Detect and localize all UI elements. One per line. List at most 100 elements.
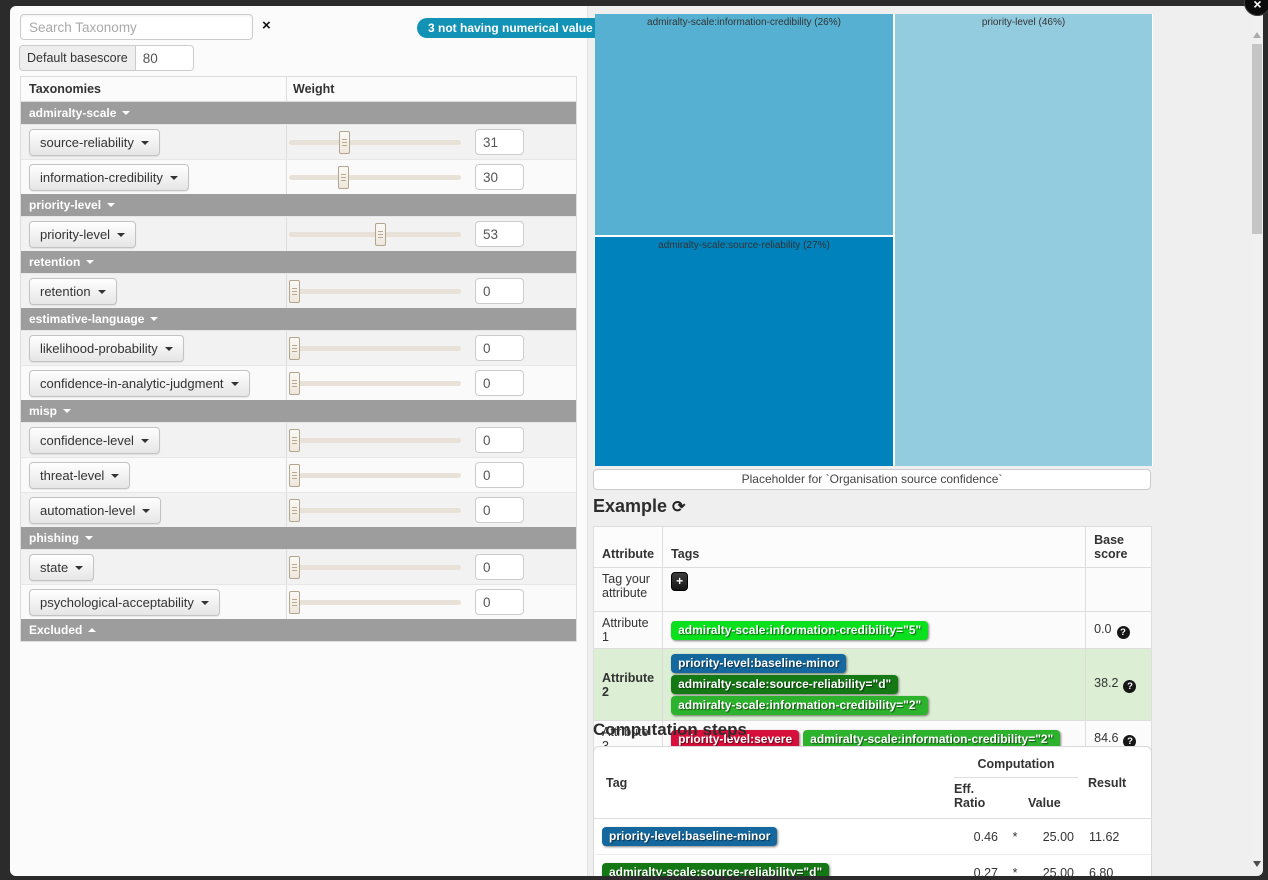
weight-slider[interactable]: [289, 556, 461, 579]
search-input[interactable]: [20, 14, 253, 40]
weight-input[interactable]: [475, 427, 524, 453]
taxonomy-predicate-label: state: [40, 560, 69, 575]
example-section-title: Example ⟳: [593, 496, 685, 517]
tag-chip[interactable]: admiralty-scale:information-credibility=…: [671, 620, 929, 640]
weight-slider[interactable]: [289, 499, 461, 522]
computation-step-row: admiralty-scale:source-reliability="d" 0.…: [594, 854, 1151, 876]
weight-slider[interactable]: [289, 372, 461, 395]
taxonomy-predicate-label: confidence-level: [40, 433, 134, 448]
treemap-cell[interactable]: admiralty-scale:information-credibility …: [595, 14, 893, 235]
slider-handle[interactable]: [289, 280, 300, 303]
slider-handle[interactable]: [289, 464, 300, 487]
taxonomy-predicate-dropdown[interactable]: retention: [29, 278, 117, 305]
refresh-icon[interactable]: ⟳: [672, 499, 686, 516]
weight-input[interactable]: [475, 554, 524, 580]
taxonomy-group-name: estimative-language: [29, 312, 145, 326]
weight-input[interactable]: [475, 370, 524, 396]
slider-handle[interactable]: [289, 499, 300, 522]
taxonomy-group-header[interactable]: phishing: [21, 527, 576, 549]
chevron-down-icon: [63, 409, 72, 413]
treemap-cell[interactable]: admiralty-scale:source-reliability (27%): [595, 237, 893, 466]
taxonomy-group-header[interactable]: estimative-language: [21, 308, 576, 330]
taxonomy-predicate-dropdown[interactable]: priority-level: [29, 221, 137, 248]
weight-input[interactable]: [475, 221, 524, 247]
tag-chip[interactable]: priority-level:severe: [671, 729, 800, 749]
slider-handle[interactable]: [375, 223, 386, 246]
slider-handle[interactable]: [289, 556, 300, 579]
weight-slider[interactable]: [289, 591, 461, 614]
weight-input[interactable]: [475, 278, 524, 304]
weight-input[interactable]: [475, 497, 524, 523]
tag-chip[interactable]: admiralty-scale:source-reliability="d": [671, 675, 899, 694]
chevron-down-icon: [122, 111, 131, 115]
weight-input[interactable]: [475, 462, 524, 488]
weight-slider[interactable]: [289, 280, 461, 303]
computation-steps-table-container: Tag Computation Result Eff. Ratio Value …: [593, 746, 1152, 876]
taxonomy-predicate-dropdown[interactable]: likelihood-probability: [29, 335, 184, 362]
tag-chip[interactable]: admiralty-scale:source-reliability="d": [602, 863, 830, 876]
question-circle-icon[interactable]: ?: [1123, 734, 1137, 748]
weight-input[interactable]: [475, 335, 524, 361]
chevron-down-icon: [140, 438, 149, 443]
taxonomy-predicate-dropdown[interactable]: confidence-level: [29, 427, 160, 454]
scrollbar-thumb[interactable]: [1252, 44, 1262, 234]
taxonomy-predicate-dropdown[interactable]: psychological-acceptability: [29, 589, 220, 616]
weight-slider[interactable]: [289, 223, 461, 246]
excluded-group-name: Excluded: [29, 623, 83, 637]
computation-column-header: Computation: [954, 747, 1078, 778]
scroll-down-arrow-icon[interactable]: [1253, 861, 1261, 867]
tag-chip[interactable]: priority-level:baseline-minor: [671, 654, 847, 673]
chevron-down-icon: [169, 175, 178, 180]
treemap-cell[interactable]: priority-level (46%): [895, 14, 1152, 466]
weight-slider[interactable]: [289, 337, 461, 360]
weight-slider[interactable]: [289, 166, 461, 189]
taxonomy-predicate-dropdown[interactable]: automation-level: [29, 497, 162, 524]
default-basescore-input[interactable]: [135, 45, 194, 71]
default-basescore-group: Default basescore: [19, 45, 194, 71]
weight-slider[interactable]: [289, 464, 461, 487]
taxonomy-group-name: phishing: [29, 531, 79, 545]
tags-cell: priority-level:baseline-minor admiralty-s…: [662, 648, 1087, 721]
chevron-up-icon: [88, 628, 97, 632]
add-tag-button[interactable]: +: [671, 572, 689, 591]
question-circle-icon[interactable]: ?: [1116, 625, 1130, 639]
slider-handle[interactable]: [289, 591, 300, 614]
slider-handle[interactable]: [339, 131, 350, 154]
result-cell: 11.62: [1089, 829, 1120, 844]
scroll-up-arrow-icon[interactable]: [1253, 32, 1261, 38]
weight-input[interactable]: [475, 589, 524, 615]
result-cell: 6.80: [1078, 854, 1151, 876]
slider-handle[interactable]: [289, 429, 300, 452]
excluded-group-header[interactable]: Excluded: [21, 619, 576, 641]
chevron-down-icon: [85, 536, 93, 540]
taxonomy-predicate-dropdown[interactable]: state: [29, 554, 95, 581]
taxonomy-group-header[interactable]: admiralty-scale: [21, 102, 576, 124]
weight-slider[interactable]: [289, 429, 461, 452]
base-score-value: 38.2: [1094, 676, 1119, 690]
clear-search-icon[interactable]: ×: [262, 17, 271, 34]
taxonomy-group-name: priority-level: [29, 198, 102, 212]
taxonomy-predicate-dropdown[interactable]: information-credibility: [29, 164, 189, 191]
taxonomy-predicate-dropdown[interactable]: source-reliability: [29, 129, 160, 156]
value-cell: 25.00: [1028, 854, 1078, 876]
taxonomy-predicate-label: threat-level: [40, 468, 105, 483]
weight-input[interactable]: [475, 129, 524, 155]
tag-chip[interactable]: priority-level:baseline-minor: [602, 827, 778, 846]
attribute-name-cell: Attribute 1: [592, 611, 664, 649]
taxonomy-predicate-dropdown[interactable]: confidence-in-analytic-judgment: [29, 370, 250, 397]
slider-handle[interactable]: [289, 337, 300, 360]
question-circle-icon[interactable]: ?: [1123, 680, 1137, 693]
taxonomy-predicate-label: information-credibility: [40, 170, 163, 185]
taxonomy-predicate-dropdown[interactable]: threat-level: [29, 462, 131, 489]
slider-handle[interactable]: [289, 372, 300, 395]
tag-chip[interactable]: admiralty-scale:information-credibility=…: [671, 696, 929, 715]
taxonomy-group-header[interactable]: misp: [21, 400, 576, 422]
taxonomy-group-header[interactable]: retention: [21, 251, 576, 273]
weight-slider[interactable]: [289, 131, 461, 154]
close-icon[interactable]: ×: [1244, 0, 1268, 16]
scrollbar-track[interactable]: [1252, 14, 1262, 870]
weight-input[interactable]: [475, 164, 524, 190]
tag-chip[interactable]: admiralty-scale:information-credibility=…: [803, 729, 1061, 749]
slider-handle[interactable]: [338, 166, 349, 189]
taxonomy-group-header[interactable]: priority-level: [21, 194, 576, 216]
